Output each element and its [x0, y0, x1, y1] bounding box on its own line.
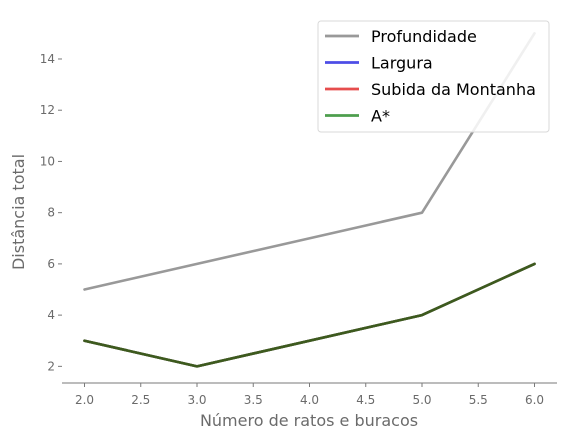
series-overlap-line	[83, 262, 536, 368]
y-tick-label: 4	[47, 308, 55, 322]
x-axis-title: Número de ratos e buracos	[200, 411, 418, 430]
x-tick-label: 5.0	[412, 393, 431, 407]
series-line-a	[83, 262, 536, 368]
y-axis-title: Distância total	[9, 154, 28, 270]
x-tick-label: 5.5	[469, 393, 488, 407]
axes: 2.0 2.5 3.0 3.5 4.0 4.5 5.0 5.5 6.0 2 4 6 8 10 12 14	[40, 52, 557, 407]
y-tick-label: 10	[40, 154, 55, 168]
legend: Profundidade Largura Subida da Montanha A*	[317, 20, 550, 133]
y-tick-label: 12	[40, 103, 55, 117]
x-tick-label: 2.0	[75, 393, 94, 407]
series-line-subida-da-montanha	[83, 262, 536, 368]
x-tick-label: 4.5	[356, 393, 375, 407]
x-tick-label: 4.0	[300, 393, 319, 407]
legend-label: Profundidade	[371, 27, 477, 46]
x-tick-label: 2.5	[131, 393, 150, 407]
legend-box	[317, 20, 550, 133]
legend-label: Largura	[371, 54, 433, 73]
x-tick-label: 3.5	[244, 393, 263, 407]
x-tick-label: 6.0	[525, 393, 544, 407]
y-tick-label: 8	[47, 206, 55, 220]
y-tick-label: 6	[47, 257, 55, 271]
legend-label: A*	[371, 107, 390, 126]
x-tick-label: 3.0	[187, 393, 206, 407]
legend-label: Subida da Montanha	[371, 80, 536, 99]
y-tick-label: 14	[40, 52, 55, 66]
y-tick-label: 2	[47, 359, 55, 373]
series-line-largura	[83, 262, 536, 368]
